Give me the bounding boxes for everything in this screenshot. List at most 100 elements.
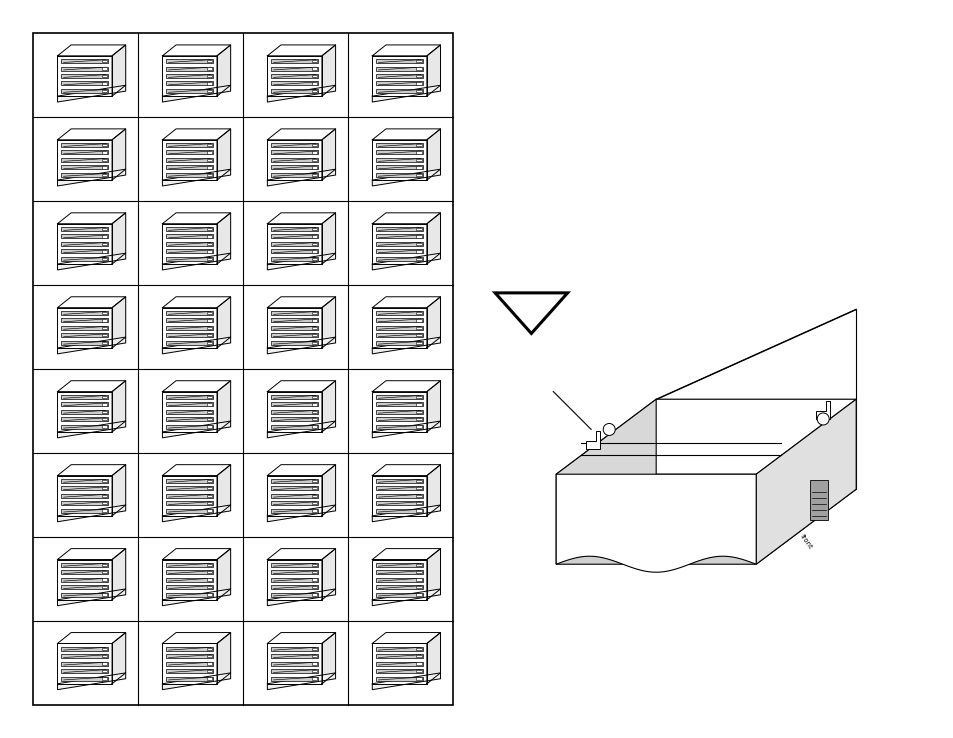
Polygon shape — [57, 45, 126, 56]
Polygon shape — [426, 548, 440, 600]
Bar — [271, 508, 317, 513]
Polygon shape — [321, 465, 335, 516]
Bar — [267, 224, 321, 264]
Bar — [312, 151, 316, 154]
Bar — [375, 74, 422, 78]
Bar — [102, 579, 107, 581]
Bar — [57, 56, 112, 96]
Polygon shape — [216, 548, 231, 600]
Bar — [271, 311, 317, 315]
Bar — [166, 143, 213, 147]
Polygon shape — [162, 45, 231, 56]
Bar — [166, 563, 213, 567]
Bar — [207, 480, 212, 482]
Polygon shape — [57, 465, 126, 475]
Bar — [102, 173, 107, 176]
Bar — [61, 395, 108, 399]
Bar — [61, 334, 108, 337]
Bar — [166, 486, 213, 490]
Polygon shape — [372, 45, 440, 56]
Bar — [57, 475, 112, 516]
Bar — [312, 564, 316, 566]
Bar — [61, 417, 108, 421]
Bar — [102, 342, 107, 344]
Bar — [207, 663, 212, 665]
Bar — [61, 89, 108, 93]
Polygon shape — [162, 213, 231, 224]
Polygon shape — [57, 337, 126, 354]
Bar — [271, 563, 317, 567]
Polygon shape — [372, 381, 440, 392]
Bar — [102, 319, 107, 322]
Circle shape — [817, 413, 828, 425]
Bar — [372, 392, 426, 432]
Bar — [375, 486, 422, 490]
Polygon shape — [656, 309, 855, 399]
Polygon shape — [426, 381, 440, 432]
Polygon shape — [267, 45, 335, 56]
Polygon shape — [162, 253, 231, 270]
Polygon shape — [216, 129, 231, 180]
Bar — [61, 508, 108, 513]
Bar — [416, 586, 421, 588]
Bar — [166, 646, 213, 651]
Bar — [416, 494, 421, 497]
Circle shape — [602, 424, 615, 435]
Polygon shape — [267, 129, 335, 139]
Polygon shape — [162, 85, 231, 102]
Polygon shape — [216, 213, 231, 264]
Bar — [312, 586, 316, 588]
Bar — [271, 585, 317, 589]
Bar — [267, 308, 321, 348]
Bar — [271, 395, 317, 399]
Polygon shape — [372, 421, 440, 438]
Bar — [267, 139, 321, 180]
Bar — [312, 327, 316, 329]
Bar — [207, 327, 212, 329]
Bar — [312, 60, 316, 62]
Bar — [162, 392, 216, 432]
Bar — [162, 308, 216, 348]
Bar — [102, 663, 107, 665]
Bar — [416, 480, 421, 482]
Bar — [61, 669, 108, 673]
Polygon shape — [112, 129, 126, 180]
Bar — [61, 578, 108, 582]
Bar — [166, 508, 213, 513]
Bar — [61, 81, 108, 86]
Polygon shape — [372, 589, 440, 606]
Bar — [271, 227, 317, 231]
Polygon shape — [556, 399, 656, 565]
Polygon shape — [57, 129, 126, 139]
Bar — [416, 327, 421, 329]
Bar — [372, 475, 426, 516]
Bar — [166, 158, 213, 162]
Polygon shape — [556, 399, 855, 475]
Polygon shape — [57, 381, 126, 392]
Polygon shape — [321, 632, 335, 684]
Bar — [416, 173, 421, 176]
Polygon shape — [162, 548, 231, 559]
Bar — [416, 60, 421, 62]
Polygon shape — [57, 673, 126, 689]
Bar — [416, 235, 421, 238]
Bar — [271, 318, 317, 323]
Bar — [162, 559, 216, 600]
Bar — [166, 235, 213, 238]
Polygon shape — [372, 465, 440, 475]
Bar — [375, 249, 422, 253]
Bar — [271, 341, 317, 345]
Bar — [271, 578, 317, 582]
Bar — [207, 593, 212, 596]
Polygon shape — [57, 253, 126, 270]
Bar — [102, 166, 107, 168]
Bar — [207, 502, 212, 504]
Polygon shape — [372, 337, 440, 354]
Polygon shape — [162, 297, 231, 308]
Bar — [166, 173, 213, 177]
Bar — [61, 501, 108, 506]
Bar — [166, 325, 213, 330]
Polygon shape — [216, 297, 231, 348]
Bar — [61, 173, 108, 177]
Bar — [416, 159, 421, 161]
